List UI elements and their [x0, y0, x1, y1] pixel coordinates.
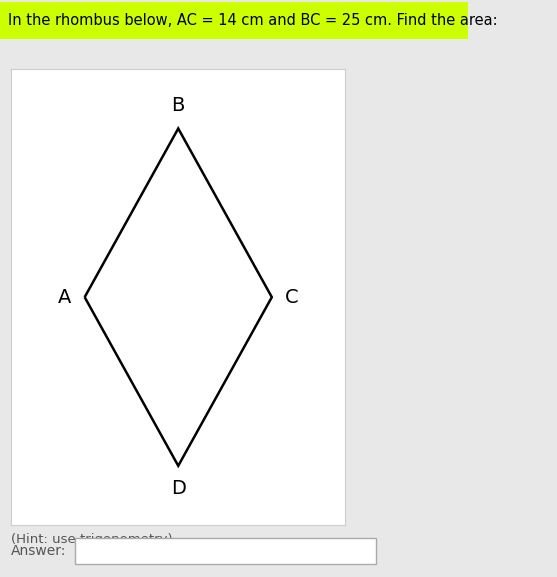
Text: In the rhombus below, AC = 14 cm and BC = 25 cm. Find the area:: In the rhombus below, AC = 14 cm and BC … [8, 13, 498, 28]
FancyBboxPatch shape [0, 2, 468, 39]
Text: Answer:: Answer: [11, 544, 66, 559]
FancyBboxPatch shape [75, 538, 376, 564]
Text: (Hint: use trigonometry): (Hint: use trigonometry) [11, 533, 173, 546]
Text: C: C [285, 288, 299, 306]
Text: B: B [172, 96, 185, 115]
Text: D: D [171, 479, 185, 499]
Text: A: A [58, 288, 71, 306]
